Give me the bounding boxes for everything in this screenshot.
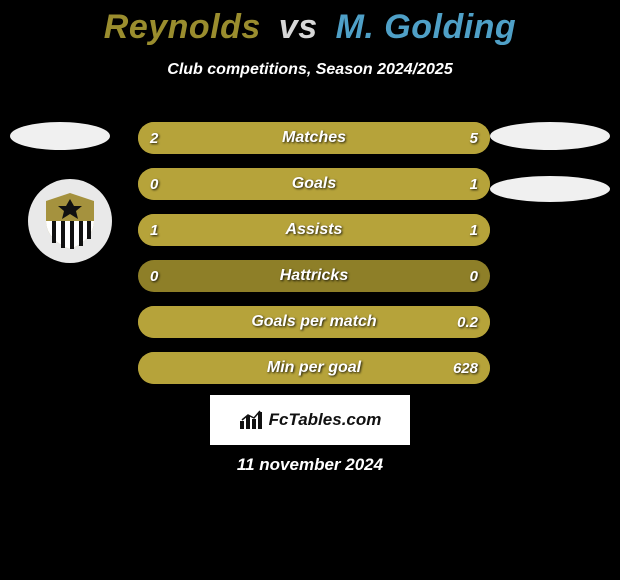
comparison-title: Reynolds vs M. Golding (0, 0, 620, 47)
infographic-date: 11 november 2024 (0, 455, 620, 475)
stat-row: 00Hattricks (138, 260, 490, 292)
stat-label: Min per goal (138, 352, 490, 384)
bar-chart-icon (239, 410, 263, 430)
player1-photo-placeholder (10, 122, 110, 150)
stat-label: Goals per match (138, 306, 490, 338)
fctables-brand: FcTables.com (210, 395, 410, 445)
club-crest (28, 179, 112, 263)
stat-label: Matches (138, 122, 490, 154)
player2-name: M. Golding (336, 8, 517, 46)
subtitle: Club competitions, Season 2024/2025 (0, 61, 620, 79)
club-crest-icon (40, 191, 100, 251)
player2-photo-placeholder-1 (490, 122, 610, 150)
stat-label: Goals (138, 168, 490, 200)
stat-row: 01Goals (138, 168, 490, 200)
stat-row: 628Min per goal (138, 352, 490, 384)
brand-text: FcTables.com (269, 410, 382, 430)
stat-label: Assists (138, 214, 490, 246)
player2-photo-placeholder-2 (490, 176, 610, 202)
stat-row: 11Assists (138, 214, 490, 246)
stat-label: Hattricks (138, 260, 490, 292)
stat-row: 0.2Goals per match (138, 306, 490, 338)
stat-row: 25Matches (138, 122, 490, 154)
vs-label: vs (279, 8, 318, 46)
player1-name: Reynolds (104, 8, 261, 46)
comparison-bars: 25Matches 01Goals 11Assists 00Hattricks 0.2G… (138, 122, 490, 384)
